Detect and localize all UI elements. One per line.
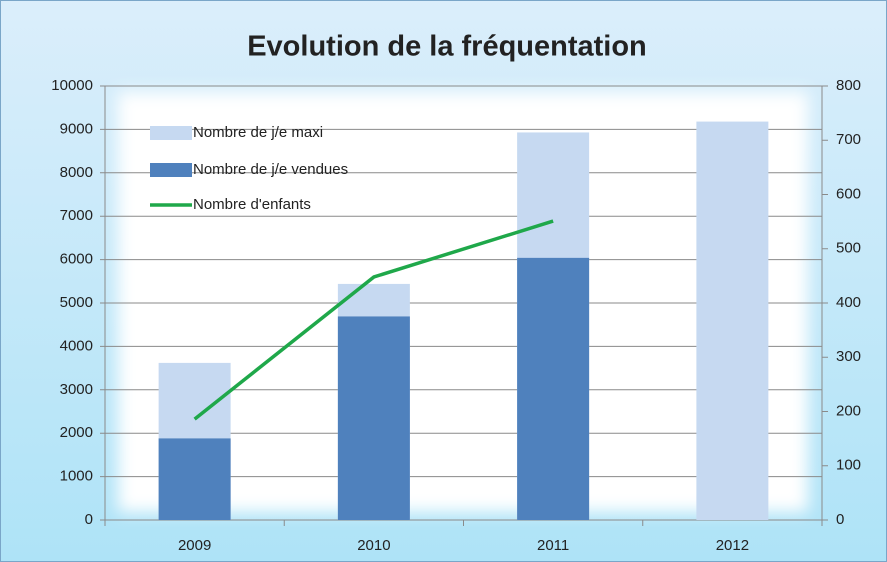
- y2-tick-label: 0: [836, 511, 844, 528]
- y2-tick-label: 400: [836, 294, 861, 311]
- y-tick-label: 7000: [60, 207, 93, 224]
- y-tick-label: 9000: [60, 120, 93, 137]
- y-tick-label: 3000: [60, 381, 93, 398]
- legend-label: Nombre de j/e vendues: [193, 161, 348, 178]
- y2-tick-label: 300: [836, 348, 861, 365]
- x-tick-label: 2010: [357, 537, 390, 554]
- x-tick-label: 2011: [537, 537, 569, 554]
- y2-tick-label: 200: [836, 402, 861, 419]
- line: [193, 219, 554, 421]
- legend-label: Nombre de j/e maxi: [193, 124, 323, 141]
- bar: [158, 438, 231, 520]
- bar: [337, 316, 410, 520]
- chart-title: Evolution de la fréquentation: [247, 31, 647, 63]
- y-tick-label: 6000: [60, 251, 93, 268]
- y-tick-label: 8000: [60, 164, 93, 181]
- y2-tick-label: 700: [836, 131, 861, 148]
- y2-tick-label: 500: [836, 240, 861, 257]
- y-tick-label: 2000: [60, 424, 93, 441]
- y2-tick-label: 600: [836, 185, 861, 202]
- x-tick-label: 2009: [178, 537, 211, 554]
- legend-swatch: [150, 126, 192, 140]
- y-tick-label: 1000: [60, 468, 93, 485]
- bar: [696, 121, 769, 520]
- y2-tick-label: 800: [836, 77, 861, 94]
- bar: [517, 257, 590, 520]
- x-tick-label: 2012: [716, 537, 749, 554]
- y-tick-label: 4000: [60, 337, 93, 354]
- y-tick-label: 5000: [60, 294, 93, 311]
- y-tick-label: 0: [85, 511, 93, 528]
- y2-tick-label: 100: [836, 457, 861, 474]
- legend-label: Nombre d'enfants: [193, 196, 311, 213]
- legend-swatch: [150, 163, 192, 177]
- plot-glow: [118, 92, 808, 512]
- y-tick-label: 10000: [51, 77, 93, 94]
